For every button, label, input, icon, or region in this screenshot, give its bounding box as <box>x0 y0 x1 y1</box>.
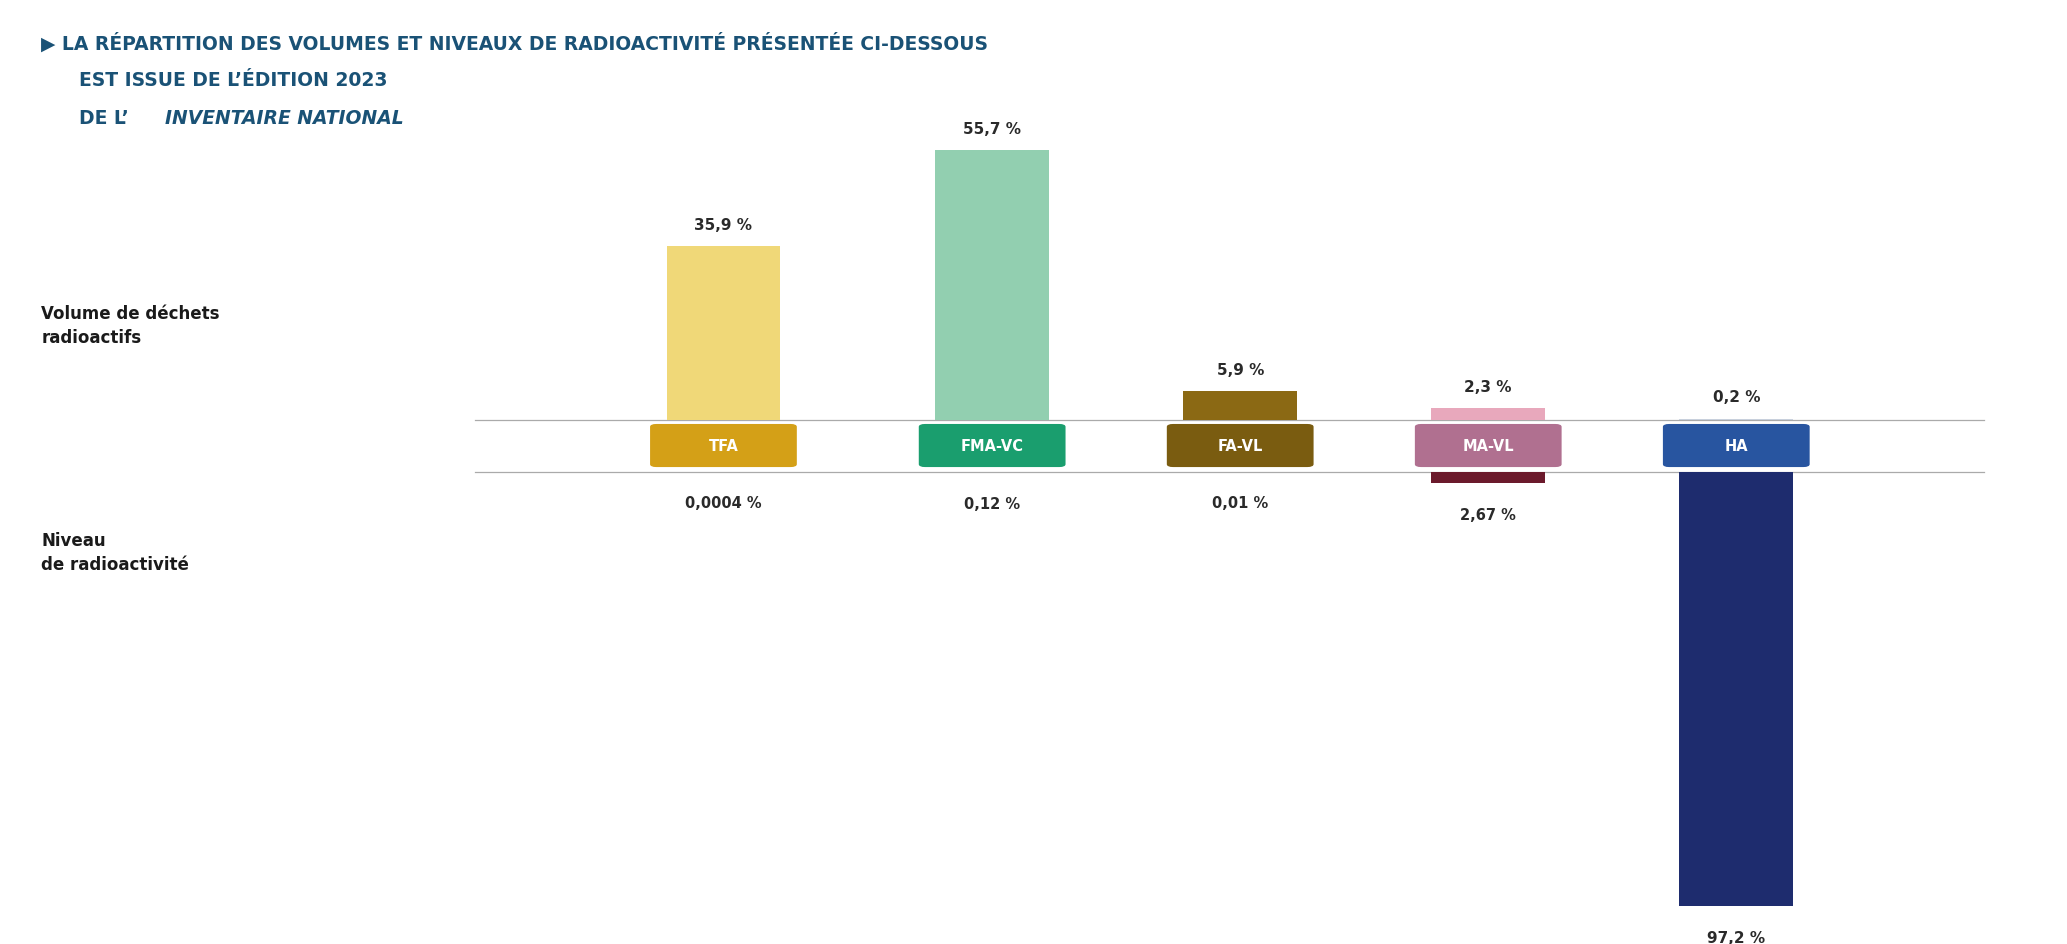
FancyBboxPatch shape <box>1662 425 1809 467</box>
Bar <box>1430 472 1546 484</box>
Text: 5,9 %: 5,9 % <box>1217 362 1263 378</box>
Text: TFA: TFA <box>709 439 738 453</box>
Bar <box>934 151 1048 420</box>
Text: DE L’: DE L’ <box>79 109 128 127</box>
Text: ▶ LA RÉPARTITION DES VOLUMES ET NIVEAUX DE RADIOACTIVITÉ PRÉSENTÉE CI-DESSOUS: ▶ LA RÉPARTITION DES VOLUMES ET NIVEAUX … <box>41 33 988 54</box>
Text: 2,3 %: 2,3 % <box>1466 379 1511 395</box>
Bar <box>666 246 779 420</box>
Bar <box>1430 409 1546 420</box>
Text: FMA-VC: FMA-VC <box>961 439 1023 453</box>
FancyBboxPatch shape <box>649 425 796 467</box>
Text: Niveau
de radioactivité: Niveau de radioactivité <box>41 531 190 573</box>
Text: Volume de déchets
radioactifs: Volume de déchets radioactifs <box>41 305 219 346</box>
Bar <box>1678 419 1794 420</box>
Text: 0,12 %: 0,12 % <box>963 497 1021 511</box>
Text: 0,01 %: 0,01 % <box>1211 496 1269 511</box>
Text: 0,2 %: 0,2 % <box>1714 390 1759 405</box>
Text: 2,67 %: 2,67 % <box>1459 508 1517 523</box>
Bar <box>1678 472 1794 906</box>
Text: EST ISSUE DE L’ÉDITION 2023: EST ISSUE DE L’ÉDITION 2023 <box>79 71 387 90</box>
FancyBboxPatch shape <box>1414 425 1563 467</box>
Bar <box>1182 392 1298 420</box>
Text: HA: HA <box>1724 439 1749 453</box>
Text: 35,9 %: 35,9 % <box>695 217 752 232</box>
Text: 97,2 %: 97,2 % <box>1707 930 1765 944</box>
FancyBboxPatch shape <box>918 425 1067 467</box>
Text: INVENTAIRE NATIONAL: INVENTAIRE NATIONAL <box>165 109 405 127</box>
FancyBboxPatch shape <box>1166 425 1315 467</box>
Text: 55,7 %: 55,7 % <box>963 122 1021 137</box>
Text: FA-VL: FA-VL <box>1217 439 1263 453</box>
Text: 0,0004 %: 0,0004 % <box>684 496 763 511</box>
Text: MA-VL: MA-VL <box>1463 439 1513 453</box>
